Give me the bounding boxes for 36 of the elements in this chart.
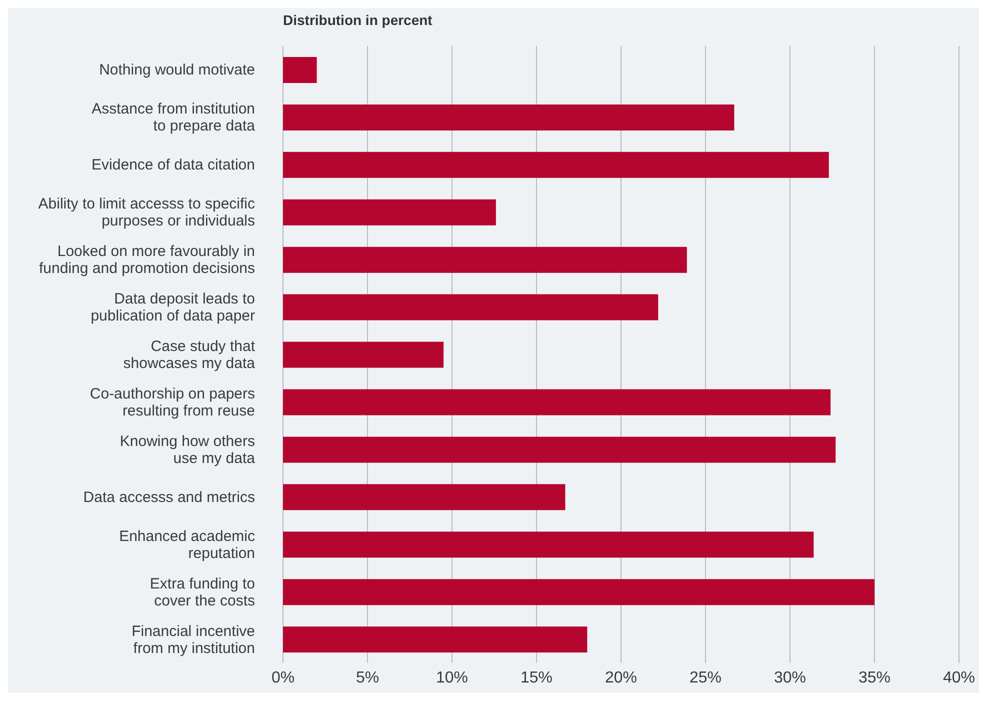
y-tick-label: Asstance from institution to prepare data [92,100,256,134]
x-tick-label: 15% [520,669,553,686]
y-tick-label: Nothing would motivate [99,61,255,78]
bar [283,199,496,226]
bar [283,152,829,178]
y-tick-label: Extra funding to cover the costs [150,574,255,609]
x-tick-label: 5% [356,669,380,686]
bar [283,342,444,368]
bar [283,389,831,416]
bar [283,626,588,653]
x-tick-label: 25% [689,669,722,686]
x-tick-label: 0% [271,669,295,686]
x-tick-label: 20% [604,669,638,686]
bar [283,57,317,83]
x-tick-label: 40% [942,669,976,686]
bar [283,104,734,130]
y-tick-label: Knowing how others use my data [120,432,256,466]
y-tick-label: Evidence of data citation [92,156,255,174]
bar [283,436,836,463]
y-tick-label: Looked on more favourably in funding and promotion decisions [39,242,255,277]
y-tick-label: Data accesss and metrics [83,488,255,506]
x-tick-label: 10% [436,669,468,686]
bar [283,246,687,273]
bar [283,294,658,320]
y-tick-label: Case study that showcases my data [123,338,256,372]
y-tick-label: Co-authorship on papers resulting from reuse [90,384,255,419]
bar [283,484,566,510]
chart-title: Distribution in percent [283,12,432,28]
y-tick-label: Enhanced academic reputation [119,527,256,562]
y-tick-label: Data deposit leads to publication of data paper [90,290,255,324]
y-tick-label: Ability to limit accesss to specific purposes or individuals [38,195,256,230]
x-tick-label: 35% [858,669,891,686]
y-tick-label: Financial incentive from my institution [132,622,255,656]
x-tick-label: 30% [774,669,806,686]
bar [283,579,874,606]
bar [283,532,814,558]
